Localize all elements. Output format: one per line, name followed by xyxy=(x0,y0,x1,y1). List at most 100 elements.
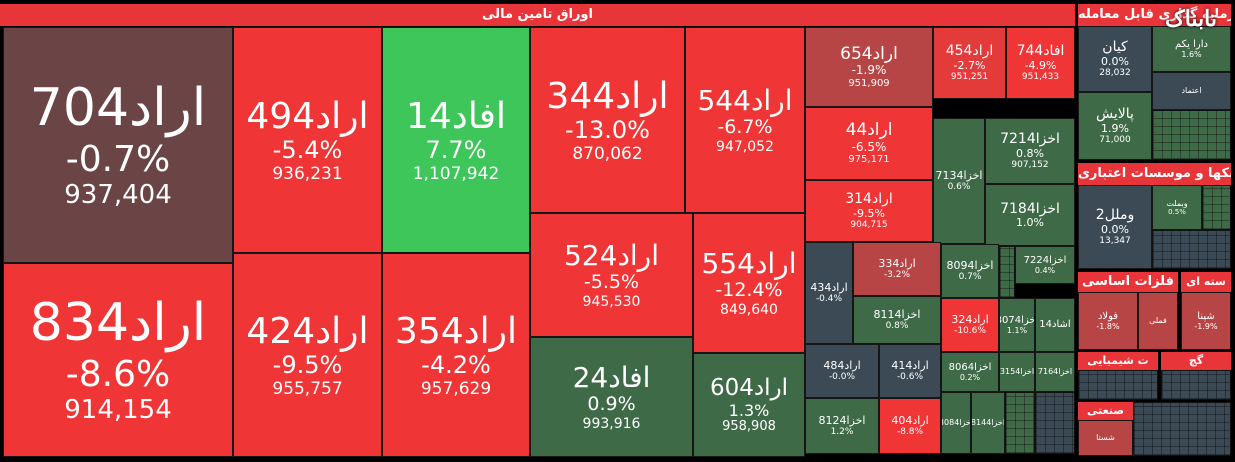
tile-value: 951,251 xyxy=(950,72,989,83)
tile-arad424[interactable]: اراد424 -9.5% 955,757 xyxy=(233,253,382,457)
tile-value: 870,062 xyxy=(572,143,643,164)
header-felezat[interactable]: فلزات اساسی xyxy=(1078,272,1178,292)
tile-change: 0.0% xyxy=(1101,54,1129,68)
tile-value: 958,908 xyxy=(722,418,776,434)
tile-vamellat2[interactable]: وملل2 0.0% 13,347 xyxy=(1078,185,1152,269)
tile-etemad[interactable]: اعتماد xyxy=(1152,72,1231,110)
tile-arad434[interactable]: اراد434 -0.4% xyxy=(805,242,853,344)
tile-akhza8144[interactable]: اخزا8144 xyxy=(971,392,1005,454)
tile-arad324[interactable]: اراد324 -10.6% xyxy=(941,298,999,352)
tile-akhza8074[interactable]: اخزا80741.1% xyxy=(999,298,1035,352)
tile-symbol: اراد44 xyxy=(845,120,893,141)
tile-shasta[interactable]: شستا xyxy=(1078,420,1133,456)
header-banks[interactable]: بانکها و موسسات اعتباری xyxy=(1078,163,1231,185)
header-awraq[interactable]: اوراق تامین مالی xyxy=(0,4,1075,26)
header-ste[interactable]: سته ای xyxy=(1181,272,1231,292)
tile-afad744[interactable]: افاد744 -4.9% 951,433 xyxy=(1006,27,1075,99)
tile-symbol: اراد424 xyxy=(246,310,369,352)
tile-arad404[interactable]: اراد404 -8.8% xyxy=(879,398,941,454)
tile-arad704[interactable]: اراد704 -0.7% 937,404 xyxy=(3,27,233,263)
tile-change: -0.0% xyxy=(828,372,856,383)
tile-arad334[interactable]: اراد334 -3.2% xyxy=(853,242,941,296)
tile-arad604[interactable]: اراد604 1.3% 958,908 xyxy=(693,353,805,457)
tile-akhza8094[interactable]: اخزا8094 0.7% xyxy=(941,244,999,298)
tile-change: -6.7% xyxy=(717,116,773,139)
tile-arad454[interactable]: اراد454 -2.7% 951,251 xyxy=(933,27,1006,99)
tile-vabemellat[interactable]: وبملت 0.5% xyxy=(1152,185,1202,230)
tile-shebna[interactable]: شپنا -1.9% xyxy=(1181,292,1231,350)
tile-afad24[interactable]: افاد24 0.9% 993,916 xyxy=(530,337,693,457)
tile-arad354[interactable]: اراد354 -4.2% 957,629 xyxy=(382,253,530,457)
tile-symbol: اخزا7214 xyxy=(1000,131,1060,148)
tile-change: 0.0% xyxy=(1101,222,1129,236)
filler-tile xyxy=(1005,392,1035,454)
tile-value: 975,171 xyxy=(848,154,890,166)
tile-change: -9.5% xyxy=(272,351,343,380)
tile-value: 914,154 xyxy=(64,394,172,425)
tile-change: -8.6% xyxy=(65,354,171,396)
tile-akhza8064[interactable]: اخزا8064 0.2% xyxy=(941,352,999,392)
tile-symbol: اخزا8064 xyxy=(948,361,992,373)
header-sarmaye[interactable]: سرمایه گذاری قابل معامله xyxy=(1078,4,1231,26)
tile-fameli[interactable]: فملی xyxy=(1138,292,1178,350)
tile-value: 945,530 xyxy=(582,293,641,310)
tile-akhza7224[interactable]: اخزا7224 0.4% xyxy=(1015,246,1075,284)
tile-change: 0.8% xyxy=(885,321,909,332)
tile-arad314[interactable]: اراد314 -9.5% 904,715 xyxy=(805,180,933,242)
tile-symbol: اراد604 xyxy=(709,375,789,402)
tile-value: 71,000 xyxy=(1099,135,1131,146)
tile-arad44[interactable]: اراد44 -6.5% 975,171 xyxy=(805,107,933,180)
tile-symbol: اراد334 xyxy=(878,256,916,270)
tile-akhza7214[interactable]: اخزا7214 0.8% 907,152 xyxy=(985,118,1075,184)
tile-change: -0.6% xyxy=(896,372,924,383)
tile-symbol: اراد494 xyxy=(246,95,369,137)
tile-arad834[interactable]: اراد834 -8.6% 914,154 xyxy=(3,263,233,457)
tile-change: -8.8% xyxy=(896,427,924,438)
tile-change: -4.2% xyxy=(421,351,491,380)
tile-symbol: اخزا7134 xyxy=(935,168,983,182)
tile-arad414[interactable]: اراد414 -0.6% xyxy=(879,344,941,398)
tile-arad494[interactable]: اراد494 -5.4% 936,231 xyxy=(233,27,382,253)
header-sanati[interactable]: صنعتی xyxy=(1078,402,1133,420)
tile-symbol: اراد554 xyxy=(701,246,797,280)
tile-ashad14[interactable]: اشاد14 xyxy=(1035,298,1075,352)
tile-change: -2.7% xyxy=(953,58,986,72)
tile-arad654[interactable]: اراد654 -1.9% 951,909 xyxy=(805,27,933,107)
tile-akhza7184[interactable]: اخزا7184 1.0% xyxy=(985,184,1075,246)
tile-symbol: اخزا8114 xyxy=(873,307,921,321)
tile-value: 993,916 xyxy=(582,415,641,432)
tile-akhza3084[interactable]: اخزا3084 xyxy=(941,392,971,454)
tile-value: 907,152 xyxy=(1011,160,1049,171)
tile-value: 936,231 xyxy=(272,163,343,184)
tile-symbol: اراد454 xyxy=(945,43,994,60)
tile-arad554[interactable]: اراد554 -12.4% 849,640 xyxy=(693,213,805,353)
tile-arad484[interactable]: اراد484 -0.0% xyxy=(805,344,879,398)
tile-foolad[interactable]: فولاد -1.8% xyxy=(1078,292,1138,350)
tile-arad524[interactable]: اراد524 -5.5% 945,530 xyxy=(530,213,693,337)
tile-change: -9.5% xyxy=(853,206,885,220)
tile-symbol: اراد834 xyxy=(29,293,207,354)
tile-darayekom[interactable]: دارا یکم 1.6% xyxy=(1152,26,1231,72)
tile-change: 1.3% xyxy=(728,400,770,420)
tile-arad344[interactable]: اراد344 -13.0% 870,062 xyxy=(530,27,685,213)
tile-akhza8124[interactable]: اخزا8124 1.2% xyxy=(805,398,879,454)
tile-akhza7134[interactable]: اخزا7134 0.6% xyxy=(933,118,985,244)
header-ghaz[interactable]: گچ xyxy=(1161,352,1231,370)
tile-akhza8114[interactable]: اخزا8114 0.8% xyxy=(853,296,941,344)
tile-change: -1.9% xyxy=(851,63,887,78)
tile-symbol: اراد544 xyxy=(697,83,793,117)
tile-change: 1.9% xyxy=(1101,121,1129,135)
tile-akhza7164[interactable]: اخزا7164 xyxy=(1035,352,1075,392)
tile-value: 951,433 xyxy=(1021,72,1060,83)
header-shimiyai[interactable]: ت شیمیایی xyxy=(1078,352,1158,370)
tile-value: 904,715 xyxy=(850,220,888,231)
tile-arad544[interactable]: اراد544 -6.7% 947,052 xyxy=(685,27,805,213)
tile-afad14[interactable]: افاد14 7.7% 1,107,942 xyxy=(382,27,530,253)
tile-akhza3154[interactable]: اخزا3154 xyxy=(999,352,1035,392)
tile-kian[interactable]: کیان 0.0% 28,032 xyxy=(1078,26,1152,92)
tabnak-logo: تابناک xyxy=(1165,6,1217,32)
tile-symbol: اراد414 xyxy=(891,358,929,372)
tile-change: -5.4% xyxy=(272,136,343,165)
tile-palayesh[interactable]: پالایش 1.9% 71,000 xyxy=(1078,92,1152,160)
tile-symbol: اخزا7184 xyxy=(1000,200,1060,217)
